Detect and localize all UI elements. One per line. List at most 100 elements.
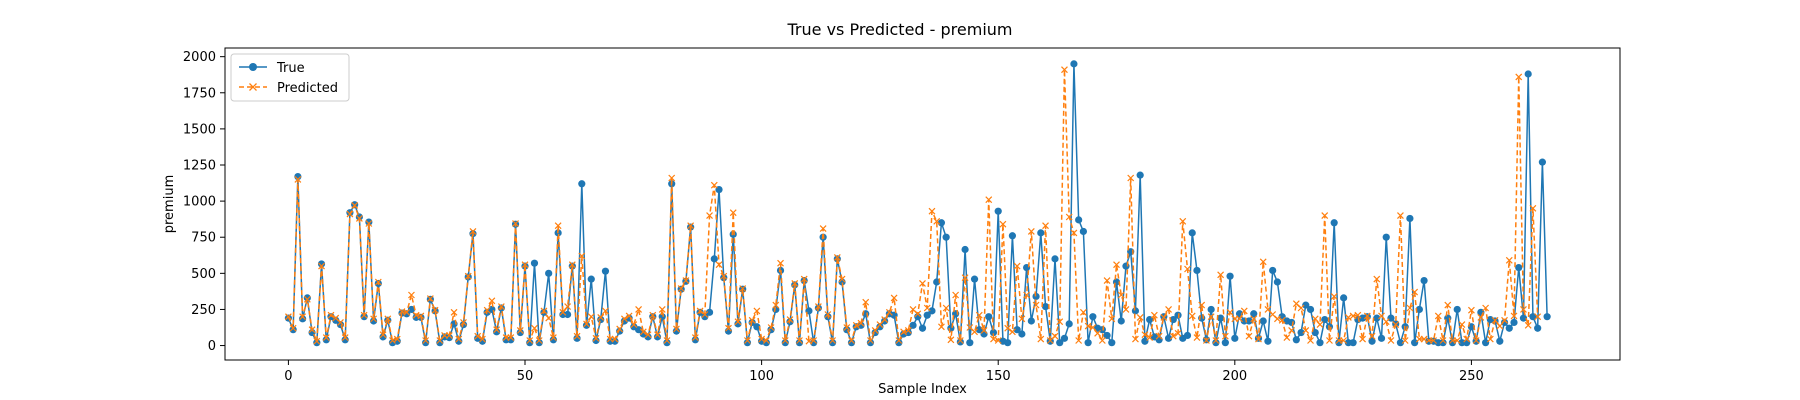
true-point — [672, 327, 681, 335]
predicted-point — [355, 215, 363, 222]
predicted-point — [322, 334, 330, 342]
true-point — [1136, 171, 1144, 179]
y-tick-label: 1250 — [183, 159, 216, 174]
true-point — [1008, 232, 1017, 240]
true-point — [1463, 339, 1471, 347]
true-point — [535, 339, 543, 347]
true-point — [847, 339, 856, 347]
true-point — [1065, 320, 1073, 328]
true-point — [549, 336, 558, 344]
predicted-point — [710, 181, 718, 189]
predicted-point — [810, 337, 818, 344]
predicted-point — [284, 313, 292, 321]
chart-title: True vs Predicted - premium — [787, 20, 1013, 39]
predicted-point — [1240, 307, 1248, 315]
predicted-point — [389, 337, 396, 344]
predicted-point — [999, 220, 1007, 228]
predicted-point — [531, 324, 538, 332]
predicted-point — [1321, 212, 1329, 219]
predicted-point — [384, 315, 392, 323]
true-point — [1098, 326, 1106, 334]
predicted-point — [1113, 261, 1120, 269]
true-point — [303, 294, 311, 302]
true-point — [1515, 263, 1523, 272]
true-point — [1188, 229, 1196, 237]
predicted-point — [431, 306, 439, 314]
predicted-point — [715, 261, 723, 269]
predicted-point — [904, 326, 912, 334]
predicted-point — [729, 209, 737, 217]
true-point — [1155, 336, 1163, 344]
predicted-point — [1051, 332, 1059, 340]
predicted-point — [488, 297, 496, 305]
true-point — [1141, 337, 1149, 345]
predicted-point — [1212, 337, 1220, 344]
predicted-point — [370, 315, 378, 323]
predicted-point — [549, 334, 557, 342]
predicted-point — [1207, 313, 1215, 321]
true-point — [1316, 339, 1324, 347]
true-point — [422, 339, 430, 347]
true-point — [1519, 314, 1528, 322]
true-point — [980, 330, 988, 338]
predicted-point — [829, 337, 837, 344]
predicted-point — [1406, 304, 1414, 312]
true-point — [966, 339, 974, 347]
true-point — [663, 339, 671, 347]
true-point — [933, 278, 941, 286]
true-point — [653, 333, 662, 341]
predicted-point — [1307, 337, 1314, 344]
true-point — [1131, 307, 1140, 315]
predicted-point — [630, 321, 638, 329]
predicted-point — [564, 303, 572, 310]
predicted-point — [1491, 316, 1499, 324]
predicted-point — [417, 312, 425, 320]
true-point — [1079, 227, 1087, 236]
true-point — [753, 323, 761, 331]
true-point — [1027, 317, 1035, 325]
true-point — [592, 336, 600, 345]
true-point — [876, 323, 884, 331]
predicted-point — [1236, 315, 1243, 323]
predicted-point — [971, 328, 978, 336]
predicted-point — [758, 335, 766, 343]
predicted-point — [1070, 229, 1078, 237]
true-point — [1089, 313, 1097, 321]
predicted-point — [1477, 313, 1485, 321]
predicted-point — [299, 313, 307, 321]
predicted-point — [341, 334, 349, 342]
y-tick-label: 1500 — [183, 122, 216, 137]
predicted-point — [1141, 331, 1149, 339]
y-tick-label: 0 — [208, 339, 216, 354]
true-point — [985, 313, 993, 321]
predicted-point — [1226, 308, 1234, 316]
predicted-point — [919, 280, 926, 287]
predicted-point — [725, 324, 732, 332]
predicted-point — [1198, 301, 1206, 309]
predicted-point — [1217, 271, 1225, 279]
predicted-point — [1496, 322, 1504, 330]
predicted-point — [303, 295, 311, 303]
predicted-point — [1169, 332, 1177, 340]
predicted-point — [526, 337, 534, 344]
true-point — [1217, 314, 1225, 322]
y-tick-label: 750 — [191, 231, 216, 246]
predicted-point — [1084, 322, 1092, 330]
true-point — [1259, 317, 1267, 325]
predicted-point — [848, 337, 855, 344]
y-axis-label: premium — [162, 175, 177, 234]
true-point — [1368, 337, 1376, 345]
predicted-point — [516, 326, 524, 334]
legend-predicted-label: Predicted — [277, 81, 338, 96]
true-point — [1321, 315, 1329, 324]
true-point — [1482, 339, 1490, 347]
true-point — [1340, 294, 1348, 302]
true-point — [909, 321, 917, 329]
true-point — [1122, 262, 1130, 270]
predicted-point — [573, 332, 581, 340]
true-point — [1373, 314, 1381, 322]
predicted-point — [857, 319, 865, 327]
predicted-point — [1373, 275, 1381, 283]
predicted-point — [1150, 311, 1158, 319]
predicted-point — [1273, 315, 1281, 323]
